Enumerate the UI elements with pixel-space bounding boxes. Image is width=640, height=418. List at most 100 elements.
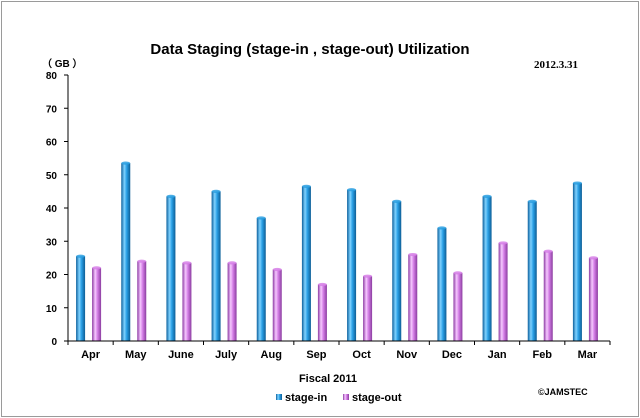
legend-swatch-stage-out <box>343 394 349 400</box>
bar-body <box>363 276 373 341</box>
bar-stage-in-May <box>121 161 131 341</box>
legend-label-stage-in: stage-in <box>285 392 327 404</box>
bar-cap <box>408 252 418 257</box>
legend-label-stage-out: stage-out <box>352 392 402 404</box>
bar-stage-in-Mar <box>572 181 582 341</box>
bar-stage-out-May <box>137 259 147 341</box>
bar-stage-in-July <box>211 189 221 341</box>
bar-body <box>137 261 147 341</box>
y-tick-label: 70 <box>46 104 58 115</box>
bar-stage-out-June <box>182 261 192 341</box>
bar-cap <box>211 189 221 193</box>
bar-body <box>317 284 327 341</box>
bar-cap <box>498 241 508 245</box>
date-label: 2012.3.31 <box>534 59 578 71</box>
bar-stage-out-July <box>227 261 237 341</box>
x-axis: Apr May June July Aug Sep Oct Nov Dec Jan Feb Mar <box>67 340 611 361</box>
bar-body <box>121 163 131 341</box>
bar-body <box>527 201 537 341</box>
bar-cap <box>227 261 237 265</box>
bar-cap <box>482 194 492 198</box>
bar-body <box>76 256 86 341</box>
bar-stage-out-Dec <box>453 271 463 341</box>
bar-body <box>543 251 553 341</box>
x-tick-label: Sep <box>306 349 326 361</box>
legend: stage-in stage-out <box>276 392 402 404</box>
x-tick-label: May <box>125 349 147 361</box>
bar-body <box>437 227 447 341</box>
y-tick-label: 30 <box>46 237 58 248</box>
bar-stage-out-Nov <box>408 252 418 341</box>
bar-body <box>408 254 418 341</box>
bar-cap <box>588 256 598 260</box>
bar-cap <box>301 184 311 188</box>
bar-body <box>392 201 402 341</box>
bar-cap <box>317 282 327 287</box>
x-tick-label: Dec <box>442 349 462 361</box>
bar-body <box>482 196 492 341</box>
bar-body <box>272 269 282 341</box>
y-tick-label: 0 <box>51 337 57 348</box>
bar-stage-in-Dec <box>437 226 447 341</box>
bar-cap <box>256 216 266 220</box>
bar-stage-in-Nov <box>392 199 402 341</box>
bar-cap <box>272 267 282 272</box>
y-tick-label: 20 <box>46 271 58 282</box>
bar-cap <box>121 161 131 165</box>
bar-cap <box>76 254 86 258</box>
y-tick-label: 50 <box>46 171 58 182</box>
x-tick-label: Oct <box>352 349 371 361</box>
y-tick-label: 10 <box>46 304 58 315</box>
bar-body <box>227 262 237 341</box>
bar-cap <box>437 226 447 230</box>
x-tick-label: Jan <box>488 349 507 361</box>
bar-stage-in-Feb <box>527 199 537 341</box>
bar-body <box>588 257 598 341</box>
bar-cap <box>182 261 192 265</box>
bar-body <box>347 189 357 341</box>
bar-stage-out-Aug <box>272 267 282 341</box>
x-tick-label: Aug <box>261 349 282 361</box>
bar-cap <box>392 199 402 203</box>
x-tick-label: June <box>168 349 194 361</box>
bar-body <box>166 196 176 341</box>
legend-swatch-stage-in <box>276 394 282 400</box>
bar-stage-out-Feb <box>543 249 553 341</box>
bar-cap <box>363 274 373 278</box>
bar-stage-in-June <box>166 194 176 341</box>
bars <box>76 161 598 341</box>
bar-stage-in-Oct <box>347 188 357 341</box>
x-axis-title: Fiscal 2011 <box>299 373 357 385</box>
bar-body <box>498 242 508 341</box>
x-tick-label: Mar <box>578 349 598 361</box>
x-tick-label: July <box>215 349 238 361</box>
bar-cap <box>453 271 463 275</box>
chart-title: Data Staging (stage-in , stage-out) Util… <box>150 41 469 58</box>
bar-stage-out-Sep <box>317 282 327 341</box>
bar-cap <box>347 188 357 192</box>
bar-stage-in-Sep <box>301 184 311 341</box>
x-tick-label: Nov <box>396 349 418 361</box>
bar-stage-in-Aug <box>256 216 266 341</box>
unit-label: （ GB ） <box>42 57 83 70</box>
bar-stage-out-Oct <box>363 274 373 341</box>
y-axis: 0 10 20 30 40 50 60 70 80 <box>46 71 69 348</box>
bar-stage-out-Mar <box>588 256 598 341</box>
bar-body <box>301 186 311 341</box>
bar-body <box>92 267 102 341</box>
bar-stage-in-Apr <box>76 254 86 341</box>
bar-stage-in-Jan <box>482 194 492 341</box>
x-tick-label: Apr <box>81 349 101 361</box>
bar-cap <box>572 181 582 185</box>
y-tick-label: 60 <box>46 138 58 149</box>
bar-body <box>572 183 582 341</box>
bar-body <box>453 272 463 341</box>
bar-stage-out-Jan <box>498 241 508 341</box>
copyright: ©JAMSTEC <box>538 387 588 397</box>
x-tick-label: Feb <box>532 349 552 361</box>
bar-cap <box>527 199 537 203</box>
bar-body <box>256 217 266 341</box>
bar-body <box>211 191 221 341</box>
y-tick-label: 40 <box>46 204 58 215</box>
